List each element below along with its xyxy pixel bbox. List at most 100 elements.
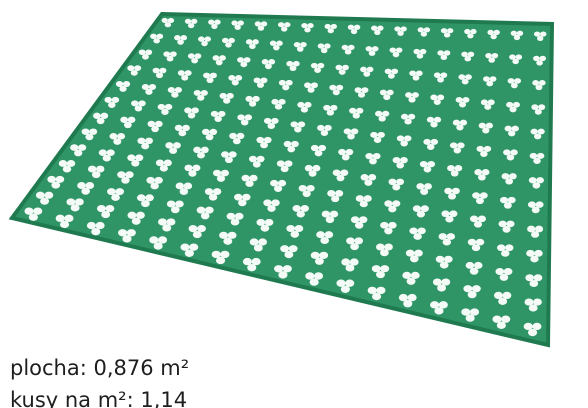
mat-hole <box>235 75 243 81</box>
mat-hole <box>482 127 490 134</box>
mat-hole <box>536 60 543 66</box>
mat-hole <box>193 89 201 96</box>
mat-hole <box>248 155 257 163</box>
mat-hole <box>383 94 391 101</box>
mat-hole <box>51 181 61 189</box>
mat-hole <box>70 204 80 212</box>
mat-hole <box>44 191 54 199</box>
mat-hole <box>306 184 315 192</box>
mat-hole <box>166 55 174 62</box>
mat-hole <box>216 175 226 182</box>
mat-hole <box>381 110 390 117</box>
mat-hole <box>443 255 453 263</box>
mat-hole <box>305 272 315 280</box>
mat-hole <box>420 188 429 195</box>
mat-hole <box>367 286 377 295</box>
mat-hole <box>505 244 514 252</box>
mat-hole <box>142 54 149 60</box>
mat-hole <box>184 164 193 172</box>
mat-hole <box>327 28 334 34</box>
mat-hole <box>413 233 422 240</box>
mat-hole <box>319 251 329 259</box>
mat-hole <box>252 39 259 45</box>
mat-hole <box>234 193 243 201</box>
mat-hole <box>172 142 181 149</box>
mat-hole <box>338 148 346 156</box>
mat-hole <box>78 144 87 151</box>
mat-hole <box>153 38 160 44</box>
mat-hole <box>248 100 257 107</box>
mat-hole <box>530 255 539 263</box>
mat-hole <box>111 96 120 103</box>
mat-hole <box>320 236 330 244</box>
mat-hole <box>221 151 230 158</box>
mat-hole <box>364 179 373 186</box>
mat-hole <box>506 220 515 228</box>
mat-hole <box>531 206 540 214</box>
mat-hole <box>335 190 344 197</box>
mat-hole <box>96 205 106 213</box>
mat-hole <box>166 218 176 226</box>
mat-hole <box>441 210 450 218</box>
mat-hole <box>183 182 193 190</box>
mat-hole <box>117 133 126 140</box>
mat-hole <box>214 19 221 25</box>
mat-hole <box>60 220 70 229</box>
mat-hole <box>392 200 401 207</box>
mat-hole <box>260 77 268 84</box>
mat-hole <box>402 271 412 279</box>
mat-hole <box>452 119 461 126</box>
mat-hole <box>529 279 539 288</box>
mat-hole <box>469 267 479 275</box>
mat-hole <box>231 79 239 86</box>
mat-hole <box>256 218 266 226</box>
mat-hole <box>534 249 543 257</box>
mat-hole <box>379 89 387 96</box>
mat-hole <box>220 250 230 259</box>
mat-hole <box>335 64 343 71</box>
mat-hole <box>360 66 367 73</box>
mat-hole <box>438 301 448 309</box>
mat-hole <box>150 182 159 190</box>
mat-hole <box>420 205 429 212</box>
mat-hole <box>456 124 464 131</box>
mat-hole <box>117 171 126 179</box>
mat-hole <box>287 146 296 153</box>
mat-hole <box>74 198 84 206</box>
mat-hole <box>475 197 484 205</box>
mat-hole <box>475 238 485 246</box>
mat-hole <box>196 206 206 214</box>
caption-line: plocha: 0,876 m² <box>10 356 190 380</box>
mat-hole <box>317 124 325 131</box>
mat-hole <box>261 59 269 65</box>
mat-hole <box>462 96 470 103</box>
mat-hole <box>219 231 229 239</box>
mat-hole <box>40 197 50 205</box>
mat-hole <box>537 35 544 41</box>
mat-hole <box>109 133 118 140</box>
mat-hole <box>47 175 56 183</box>
mat-hole <box>354 221 364 229</box>
mat-hole <box>540 31 547 37</box>
mat-hole <box>325 216 335 224</box>
mat-hole <box>314 67 322 73</box>
mat-hole <box>496 321 506 330</box>
mat-hole <box>272 44 280 51</box>
mat-hole <box>284 160 293 167</box>
mat-hole <box>237 114 245 121</box>
mat-hole <box>154 120 163 127</box>
mat-hole <box>353 24 361 30</box>
mat-hole <box>317 62 325 69</box>
mat-hole <box>501 173 510 180</box>
mat-hole <box>290 230 300 238</box>
mat-hole <box>336 84 344 91</box>
mat-hole <box>164 103 173 110</box>
mat-hole <box>256 82 265 88</box>
mat-hole <box>403 300 413 308</box>
mat-hole <box>58 160 68 167</box>
mat-hole <box>145 49 153 56</box>
mat-hole <box>134 65 142 71</box>
mat-hole <box>343 128 352 135</box>
mat-hole <box>536 177 544 184</box>
mat-hole <box>138 49 146 56</box>
